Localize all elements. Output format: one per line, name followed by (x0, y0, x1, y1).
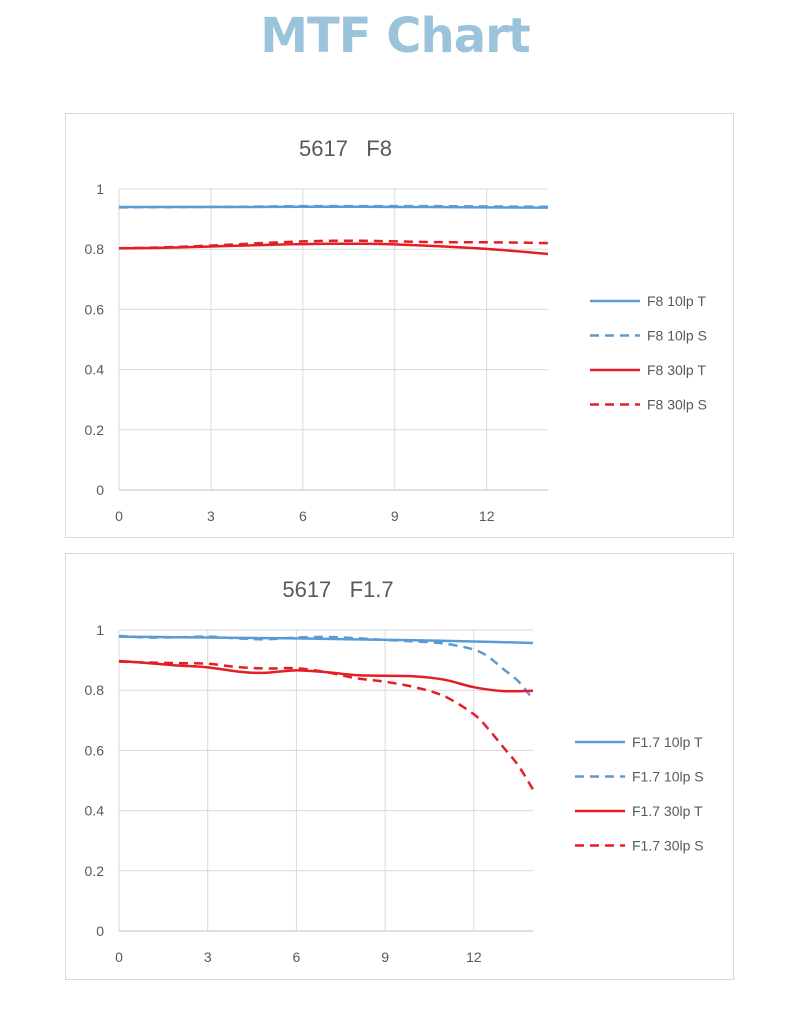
chart-title: 5617 F1.7 (282, 577, 393, 602)
x-tick-label: 0 (115, 508, 123, 524)
x-tick-label: 6 (299, 508, 307, 524)
legend-label: F1.7 10lp T (632, 734, 703, 750)
y-tick-label: 0.6 (85, 742, 105, 758)
mtf-chart-f1-7: 5617 F1.7 0 0.2 0.4 0.6 0.8 1 0 3 6 9 12 F1.7 10lp T… (85, 577, 704, 965)
series-line-f1-7-30lp-t (118, 659, 534, 693)
x-tick-label: 3 (207, 508, 215, 524)
legend-label: F8 10lp T (647, 293, 706, 309)
series-line-f8-10lp-s (118, 204, 549, 209)
y-tick-label: 1 (96, 622, 104, 638)
x-tick-label: 3 (204, 949, 212, 965)
x-tick-label: 0 (115, 949, 123, 965)
y-tick-label: 0.2 (85, 422, 105, 438)
x-tick-label: 6 (293, 949, 301, 965)
series-line-f1-7-30lp-s (118, 660, 535, 791)
y-tick-label: 0.4 (85, 803, 105, 819)
legend-label: F8 30lp S (647, 397, 707, 413)
chart-title: 5617 F8 (299, 136, 392, 161)
legend-label: F1.7 30lp T (632, 803, 703, 819)
legend-label: F8 10lp S (647, 328, 707, 344)
page-title: MTF Chart (260, 8, 530, 64)
y-tick-label: 0 (96, 923, 104, 939)
x-tick-label: 9 (381, 949, 389, 965)
y-tick-label: 0.6 (85, 301, 105, 317)
x-tick-label: 12 (479, 508, 495, 524)
series-line-f8-30lp-t (118, 242, 549, 256)
x-tick-label: 9 (391, 508, 399, 524)
chart-panel-f8: 5617 F8 0 0.2 0.4 0.6 0.8 1 0 3 6 9 12 F8 10lp T F8 1… (65, 113, 734, 538)
y-tick-label: 0.2 (85, 863, 105, 879)
series-line-f1-7-10lp-s (118, 634, 534, 701)
legend-label: F1.7 30lp S (632, 838, 704, 854)
y-tick-label: 0.8 (85, 241, 105, 257)
series-line-f8-30lp-s (118, 239, 549, 250)
y-tick-label: 0.4 (85, 362, 105, 378)
x-tick-label: 12 (466, 949, 482, 965)
mtf-chart-f8: 5617 F8 0 0.2 0.4 0.6 0.8 1 0 3 6 9 12 F8 10lp T F8 1… (85, 136, 707, 524)
y-tick-label: 1 (96, 181, 104, 197)
y-tick-label: 0 (96, 482, 104, 498)
chart-panel-f1-7: 5617 F1.7 0 0.2 0.4 0.6 0.8 1 0 3 6 9 12 F1.7 10lp T… (65, 553, 734, 980)
legend-label: F1.7 10lp S (632, 769, 704, 785)
y-tick-label: 0.8 (85, 682, 105, 698)
legend-label: F8 30lp T (647, 362, 706, 378)
